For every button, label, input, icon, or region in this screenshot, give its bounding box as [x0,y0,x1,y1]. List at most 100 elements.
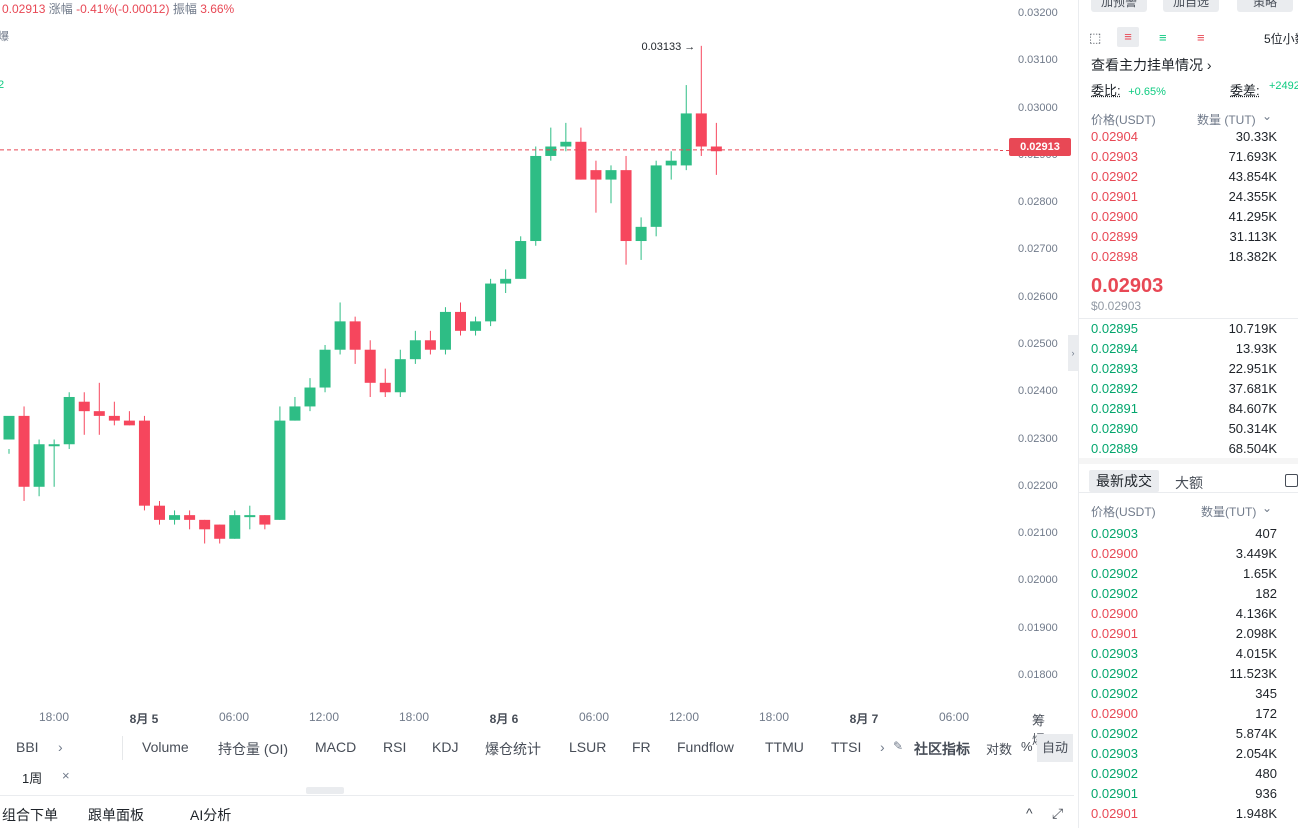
candle[interactable] [590,160,602,213]
collapse-handle[interactable]: › [1068,335,1078,371]
trade-row[interactable]: 0.02900 3.449K [1091,546,1277,566]
community-indicators[interactable]: 社区指标 [914,741,970,757]
decimals-select[interactable]: 5位小数 [1264,32,1298,46]
layout-bids-icon[interactable]: ≡ [1159,30,1167,45]
candle[interactable] [470,316,482,336]
trade-row[interactable]: 0.02901 1.948K [1091,806,1277,826]
bid-row[interactable]: 0.02891 84.607K [1091,401,1277,421]
percent-toggle[interactable]: % [1021,739,1033,754]
chevron-right-icon[interactable]: › [58,739,63,755]
tab-combo-order[interactable]: 组合下单 [2,807,58,823]
candle[interactable] [530,146,542,246]
layout-asks-icon[interactable]: ≡ [1197,30,1205,45]
candle[interactable] [3,415,15,454]
candle[interactable] [650,160,662,237]
log-scale-toggle[interactable]: 对数 [986,742,1013,757]
add-alert-button[interactable]: 加预警 [1091,0,1147,12]
candle[interactable] [48,439,60,487]
candle[interactable] [409,330,421,364]
indicator-tab[interactable]: 持仓量 (OI) [218,741,288,757]
trade-row[interactable]: 0.02903 4.015K [1091,646,1277,666]
trade-row[interactable]: 0.02902 1.65K [1091,566,1277,586]
tab-copy-panel[interactable]: 跟单面板 [88,807,144,823]
indicator-tab[interactable]: FR [632,739,651,755]
bid-row[interactable]: 0.02893 22.951K [1091,361,1277,381]
candle[interactable] [154,500,165,525]
candle[interactable] [439,307,451,355]
strategy-button[interactable]: 策略 [1237,0,1293,12]
candle[interactable] [455,302,466,336]
trades-col-qty[interactable]: 数量(TUT) [1201,505,1257,519]
candle[interactable] [138,415,150,511]
bid-row[interactable]: 0.02892 37.681K [1091,381,1277,401]
candle[interactable] [289,396,301,421]
candle[interactable] [635,217,647,260]
chevron-down-icon[interactable]: ⌄ [1262,109,1273,123]
candles-plot[interactable]: 0.03133 → [0,0,1000,705]
panel-drag-handle[interactable] [306,787,344,794]
candle[interactable] [169,510,181,525]
candle[interactable] [710,122,722,175]
candle[interactable] [424,330,436,355]
indicator-tab[interactable]: Fundflow [677,739,734,755]
candle[interactable] [394,349,406,397]
ask-row[interactable]: 0.02901 24.355K [1091,189,1277,209]
trade-row[interactable]: 0.02903 2.054K [1091,746,1277,766]
ask-row[interactable]: 0.02903 71.693K [1091,149,1277,169]
view-main-orders-link[interactable]: 查看主力挂单情况 › [1091,55,1212,75]
candle[interactable] [319,345,331,393]
candle[interactable] [575,127,587,180]
add-favorite-button[interactable]: 加自选 [1163,0,1219,12]
candle[interactable] [244,505,256,530]
chevron-up-icon[interactable]: ^ [1026,805,1033,821]
candle[interactable] [229,510,241,539]
candle[interactable] [500,269,512,294]
candle[interactable] [108,401,120,426]
candle[interactable] [485,278,497,327]
trade-row[interactable]: 0.02902 480 [1091,766,1277,786]
indicator-tab[interactable]: TTSI [831,739,862,755]
col-qty[interactable]: 数量 (TUT) [1197,113,1256,127]
indicator-tab[interactable]: Volume [142,739,189,755]
trade-row[interactable]: 0.02902 345 [1091,686,1277,706]
period-chip[interactable]: 1周 [22,771,43,786]
indicator-tab[interactable]: MACD [315,739,357,755]
close-icon[interactable]: × [62,768,70,783]
trade-row[interactable]: 0.02902 11.523K [1091,666,1277,686]
ask-row[interactable]: 0.02904 30.33K [1091,129,1277,149]
ask-row[interactable]: 0.02900 41.295K [1091,209,1277,229]
indicator-tab[interactable]: LSUR [569,739,607,755]
indicator-tab[interactable]: KDJ [432,739,459,755]
candle[interactable] [605,165,617,204]
trade-row[interactable]: 0.02900 4.136K [1091,606,1277,626]
kline-chart[interactable]: 0.02913 涨幅 -0.41%(-0.00012) 振幅 3.66% 爆 2… [0,0,1074,747]
tab-large-trades[interactable]: 大额 [1175,475,1203,491]
trade-row[interactable]: 0.02901 2.098K [1091,626,1277,646]
candle[interactable] [304,378,316,412]
candle[interactable] [214,524,226,544]
trade-row[interactable]: 0.02903 407 [1091,526,1277,546]
indicator-tab[interactable]: TTMU [765,739,804,755]
tab-ai-analysis[interactable]: AI分析 [190,807,232,823]
indicator-tab[interactable]: 爆仓统计 [485,741,541,757]
candle[interactable] [259,515,271,530]
candle[interactable] [349,316,361,364]
candle[interactable] [545,127,557,161]
candle[interactable] [199,519,211,544]
candle[interactable] [123,411,135,426]
bid-row[interactable]: 0.02890 50.314K [1091,421,1277,441]
trade-row[interactable]: 0.02902 182 [1091,586,1277,606]
candle[interactable] [63,392,75,449]
bid-row[interactable]: 0.02894 13.93K [1091,341,1277,361]
candle[interactable] [680,85,692,171]
trade-row[interactable]: 0.02900 172 [1091,706,1277,726]
candle[interactable] [515,236,527,279]
candle[interactable] [274,406,286,520]
expand-icon[interactable]: ⤢ [1052,805,1064,821]
checkbox[interactable] [1285,474,1298,487]
edit-icon[interactable]: ✎ [893,739,904,753]
candle[interactable] [33,439,45,497]
trade-row[interactable]: 0.02901 936 [1091,786,1277,806]
candle[interactable] [18,406,30,501]
chevron-down-icon[interactable]: ⌄ [1262,501,1273,515]
